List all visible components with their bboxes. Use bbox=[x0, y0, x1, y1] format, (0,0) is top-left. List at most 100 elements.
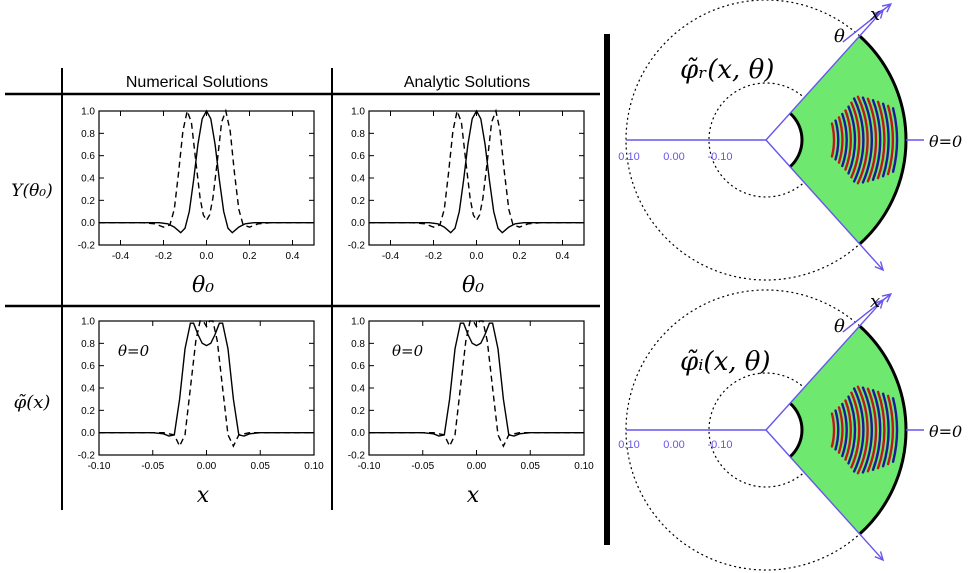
wave-stripe bbox=[891, 397, 899, 463]
fan-theta0-bottom: θ=0 bbox=[929, 422, 962, 441]
wave-stripe bbox=[834, 119, 840, 161]
y-tick-label: 0.4 bbox=[351, 174, 365, 185]
wave-stripe bbox=[861, 96, 873, 184]
plot-frame bbox=[368, 110, 585, 246]
annotation-theta-num: θ=0 bbox=[118, 342, 150, 360]
xlabel-ana-bottom: x bbox=[467, 483, 480, 508]
wave-stripe bbox=[876, 100, 886, 180]
plot-numerical-bottom: -0.2 0.0 0.2 0.4 0.6 0.8 1.0 -0.10 -0.05 0.00 0.05… bbox=[78, 317, 324, 473]
fan-tick-bottom-0: 0.10 bbox=[618, 439, 639, 451]
wave-stripe bbox=[886, 104, 894, 176]
wave-stripe bbox=[844, 109, 852, 171]
wave-stripe bbox=[834, 409, 840, 451]
x-tick-label: 0.05 bbox=[251, 461, 271, 472]
series-line-solid bbox=[99, 322, 314, 437]
wave-stripe bbox=[850, 391, 861, 469]
arrowhead bbox=[874, 551, 885, 562]
wave-stripe bbox=[856, 95, 869, 185]
y-tick-label: 1.0 bbox=[81, 317, 95, 328]
y-tick-label: 0.6 bbox=[81, 361, 95, 372]
annotation-theta-ana: θ=0 bbox=[392, 342, 424, 360]
sector-fill bbox=[790, 325, 906, 535]
y-tick-label: 0.2 bbox=[81, 406, 95, 417]
fan-tick-top-1: 0.00 bbox=[663, 151, 684, 163]
x-tick-label: -0.2 bbox=[155, 251, 173, 262]
y-tick-label: 0.2 bbox=[81, 196, 95, 207]
inner-arc bbox=[789, 112, 804, 168]
x-tick-label: 0.0 bbox=[470, 251, 484, 262]
wave-stripe bbox=[881, 392, 890, 468]
ray-lower bbox=[765, 139, 884, 271]
wave-stripe bbox=[871, 388, 882, 472]
wave-stripe bbox=[852, 387, 865, 473]
wave-stripe bbox=[861, 386, 873, 474]
y-tick-label: 0.2 bbox=[351, 406, 365, 417]
wave-stripe bbox=[844, 399, 852, 461]
wave-stripe bbox=[837, 406, 844, 454]
series-line-dashed bbox=[99, 108, 314, 228]
wave-stripe bbox=[891, 107, 899, 173]
fan-label-real: φ̃ᵣ(x, θ) bbox=[680, 55, 774, 85]
y-tick-label: -0.2 bbox=[348, 451, 366, 462]
outer-arc bbox=[858, 34, 908, 246]
fan-diagram-real bbox=[625, 0, 924, 281]
wave-stripe bbox=[841, 402, 848, 458]
arrowhead bbox=[881, 293, 893, 303]
x-tick-label: 0.0 bbox=[200, 251, 214, 262]
fan-diagram-imag bbox=[625, 289, 924, 571]
y-tick-label: 0.0 bbox=[351, 428, 365, 439]
fan-tick-bottom-2: -0.10 bbox=[707, 439, 732, 451]
x-direction-line bbox=[842, 293, 892, 333]
header-analytic: Analytic Solutions bbox=[404, 74, 530, 91]
ray-upper bbox=[765, 299, 884, 431]
x-direction-line bbox=[842, 3, 892, 43]
x-tick-label: 0.05 bbox=[521, 461, 541, 472]
y-tick-label: 0.4 bbox=[81, 384, 95, 395]
x-tick-label: 0.10 bbox=[304, 461, 324, 472]
fan-tick-bottom-1: 0.00 bbox=[663, 439, 684, 451]
fan-theta-top: θ bbox=[834, 26, 845, 47]
fan-group bbox=[625, 0, 924, 571]
fan-x-bottom: x bbox=[870, 291, 880, 312]
x-tick-label: 0.10 bbox=[574, 461, 594, 472]
y-tick-label: 0.0 bbox=[351, 218, 365, 229]
wave-stripe bbox=[841, 112, 848, 168]
y-tick-label: 0.6 bbox=[81, 151, 95, 162]
x-tick-label: 0.2 bbox=[243, 251, 257, 262]
y-tick-label: 0.6 bbox=[351, 361, 365, 372]
fan-tick-top-0: 0.10 bbox=[618, 151, 639, 163]
y-tick-label: 1.0 bbox=[81, 107, 95, 118]
x-tick-label: -0.05 bbox=[141, 461, 164, 472]
y-tick-label: 0.8 bbox=[81, 129, 95, 140]
wave-stripe bbox=[866, 387, 878, 473]
y-tick-label: -0.2 bbox=[78, 241, 96, 252]
wave-stripe bbox=[847, 395, 857, 465]
arrowhead bbox=[874, 261, 885, 272]
series-line-dashed bbox=[369, 108, 584, 228]
fan-x-top: x bbox=[870, 4, 880, 25]
fan-label-imag: φ̃ᵢ(x, θ) bbox=[680, 347, 771, 377]
inner-arc bbox=[789, 402, 804, 458]
y-tick-label: 0.4 bbox=[81, 174, 95, 185]
y-tick-label: 1.0 bbox=[351, 107, 365, 118]
fan-theta-bottom: θ bbox=[834, 316, 845, 337]
x-tick-label: 0.00 bbox=[197, 461, 217, 472]
ray-lower bbox=[765, 429, 884, 561]
wave-stripe bbox=[850, 101, 861, 179]
sector-fill bbox=[790, 35, 906, 245]
wave-stripe bbox=[876, 390, 886, 470]
y-tick-label: -0.2 bbox=[78, 451, 96, 462]
x-tick-label: 0.4 bbox=[286, 251, 300, 262]
series-line-solid bbox=[369, 322, 584, 437]
plot-numerical-top: -0.2 0.0 0.2 0.4 0.6 0.8 1.0 -0.4 -0.2 0.0 0.2 0.4 bbox=[78, 107, 315, 262]
wave-stripe bbox=[871, 98, 882, 182]
y-tick-label: 0.4 bbox=[351, 384, 365, 395]
wave-stripe bbox=[830, 122, 836, 158]
y-tick-label: 0.8 bbox=[81, 339, 95, 350]
plot-analytic-top: -0.2 0.0 0.2 0.4 0.6 0.8 1.0 -0.4 -0.2 0.0 0.2 0.4 bbox=[348, 107, 585, 262]
x-tick-label: -0.2 bbox=[425, 251, 443, 262]
y-tick-label: 0.8 bbox=[351, 339, 365, 350]
wave-stripe bbox=[881, 102, 890, 178]
series-line-solid bbox=[369, 109, 584, 234]
